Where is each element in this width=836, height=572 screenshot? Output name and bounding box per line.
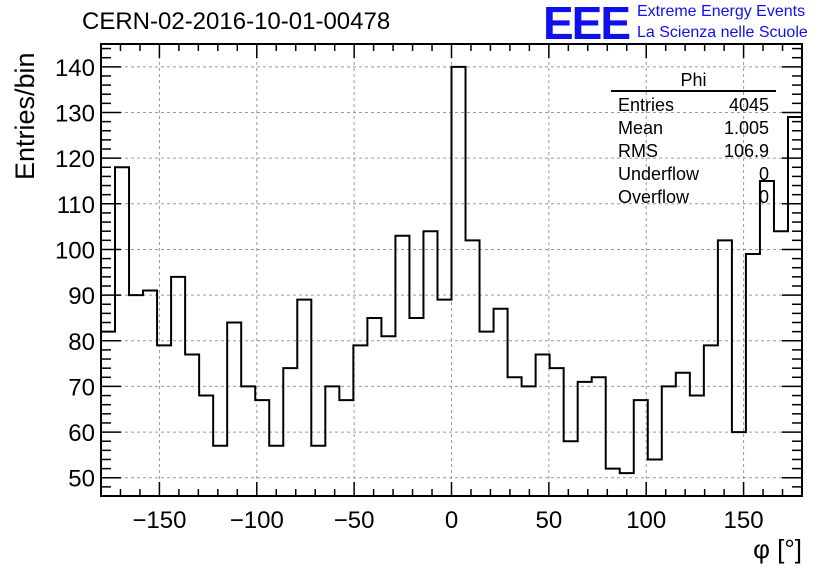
y-tick-label: 60: [68, 420, 95, 447]
y-tick-label: 80: [68, 329, 95, 356]
y-tick-label: 100: [55, 237, 95, 264]
y-axis-label: Entries/bin: [10, 52, 40, 180]
y-tick-label: 70: [68, 374, 95, 401]
chart-title: CERN-02-2016-10-01-00478: [82, 8, 391, 35]
x-tick-label: −150: [132, 507, 186, 534]
x-tick-label: −100: [230, 507, 284, 534]
stats-value: 0: [758, 164, 769, 184]
logo-tagline-1: Extreme Energy Events: [637, 3, 806, 20]
eee-logo: EEE: [543, 0, 631, 49]
x-tick-label: −50: [334, 507, 375, 534]
stats-key: Overflow: [618, 187, 690, 207]
stats-value: 4045: [728, 95, 769, 115]
x-tick-label: 150: [724, 507, 764, 534]
stats-key: Underflow: [618, 164, 700, 184]
x-axis-label: φ [°]: [753, 534, 802, 564]
stats-row-entries: Entries 4045: [611, 94, 776, 117]
axis-ticks: [100, 44, 803, 497]
y-tick-label: 130: [55, 100, 95, 127]
stats-row-overflow: Overflow 0: [611, 186, 776, 209]
stats-row-rms: RMS 106.9: [611, 140, 776, 163]
y-tick-label: 110: [57, 192, 95, 219]
stats-divider: [611, 90, 776, 92]
y-tick-label: 120: [55, 146, 95, 173]
histogram-series-line: [101, 65, 802, 475]
x-tick-label: 50: [536, 507, 563, 534]
x-tick-label: 0: [445, 507, 458, 534]
stats-key: Mean: [618, 118, 664, 138]
logo-tagline-2: La Scienza nelle Scuole: [637, 24, 808, 41]
stats-row-underflow: Underflow 0: [611, 163, 776, 186]
stats-box: Phi Entries 4045 Mean 1.005 RMS 106.9 Un…: [611, 70, 776, 209]
x-tick-label: 100: [626, 507, 666, 534]
stats-key: Entries: [618, 95, 675, 115]
y-tick-label: 90: [68, 283, 95, 310]
stats-row-mean: Mean 1.005: [611, 117, 776, 140]
stats-value: 1.005: [723, 118, 769, 138]
stats-value: 0: [758, 187, 769, 207]
stats-value: 106.9: [723, 141, 769, 161]
y-tick-label: 140: [55, 55, 95, 82]
stats-key: RMS: [618, 141, 658, 161]
y-tick-label: 50: [68, 466, 95, 493]
stats-title: Phi: [680, 70, 707, 90]
axis-tick-labels: −150 −100 −50 0 50 100 150 50 60 70 80 90 100 110 120 1…: [55, 55, 764, 534]
